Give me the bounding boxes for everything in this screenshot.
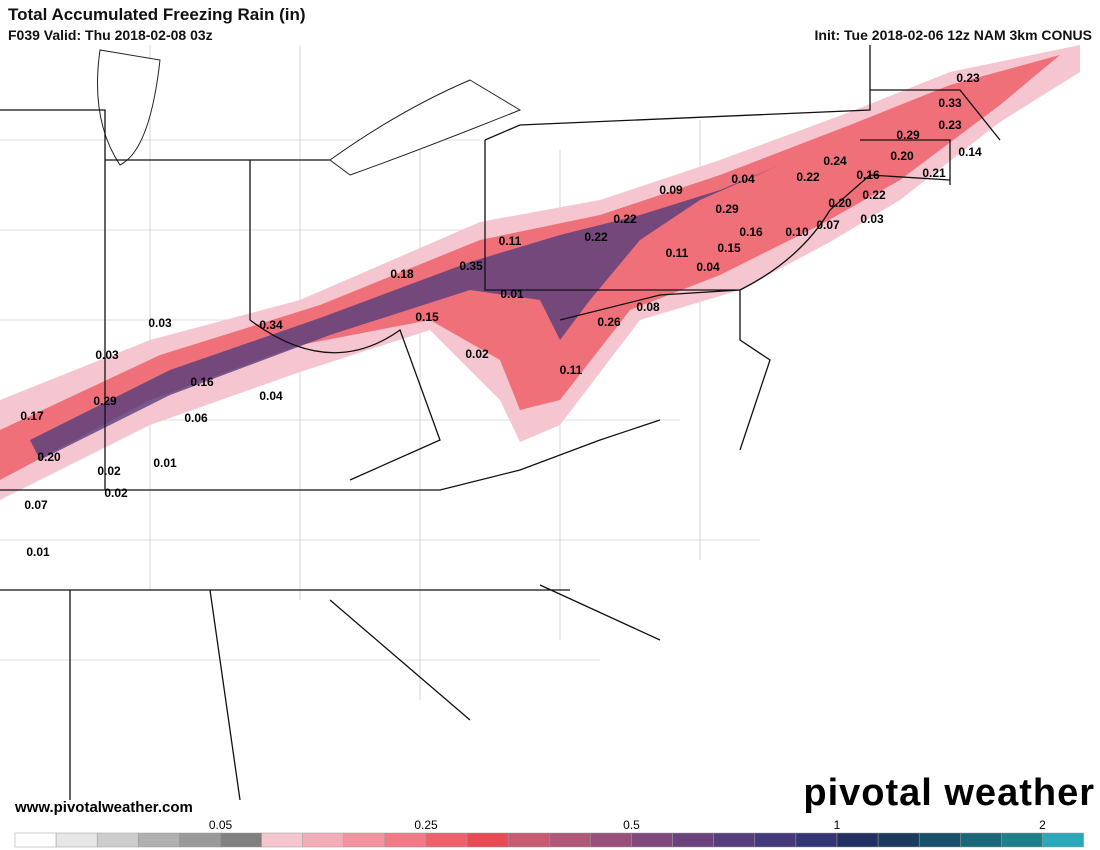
- amount-label: 0.29: [93, 394, 117, 408]
- colorbar-swatch: [466, 832, 509, 848]
- amount-label: 0.20: [890, 149, 914, 163]
- amount-label: 0.04: [731, 172, 755, 186]
- amount-label: 0.21: [922, 166, 946, 180]
- amount-label: 0.01: [500, 287, 524, 301]
- amount-label: 0.29: [715, 202, 739, 216]
- amount-label: 0.11: [666, 246, 689, 260]
- colorbar-swatch: [672, 832, 714, 848]
- amount-label: 0.14: [958, 145, 982, 159]
- amount-label: 0.20: [37, 450, 61, 464]
- amount-label: 0.35: [459, 259, 483, 273]
- amount-label: 0.22: [584, 230, 608, 244]
- title: Total Accumulated Freezing Rain (in): [8, 5, 306, 24]
- amount-label: 0.01: [153, 456, 177, 470]
- url: www.pivotalweather.com: [14, 799, 193, 816]
- colorbar-swatch: [795, 832, 838, 848]
- amount-label: 0.26: [597, 315, 621, 329]
- amount-label: 0.23: [938, 118, 962, 132]
- colorbar-swatch: [302, 832, 345, 848]
- labels: 0.23 0.33 0.23 0.29 0.14 0.20 0.24 0.16 0.21 0.22…: [20, 71, 982, 559]
- freezing-rain-heavy: [30, 165, 780, 460]
- colorbar-label: 1: [834, 818, 841, 832]
- colorbar-swatch: [754, 832, 797, 848]
- colorbar-swatch: [1001, 832, 1043, 848]
- amount-label: 0.11: [560, 363, 583, 377]
- amount-label: 0.03: [148, 316, 172, 330]
- watermark: pivotal weather: [803, 772, 1095, 814]
- map-area: [0, 45, 1080, 801]
- colorbar-swatch: [96, 832, 139, 848]
- amount-label: 0.02: [465, 347, 489, 361]
- colorbar-swatch: [960, 832, 1002, 848]
- colorbar-swatch: [918, 832, 961, 848]
- colorbar-swatch: [590, 832, 632, 848]
- amount-label: 0.07: [816, 218, 840, 232]
- amount-label: 0.24: [823, 154, 847, 168]
- amount-label: 0.03: [860, 212, 884, 226]
- amount-label: 0.15: [717, 241, 741, 255]
- amount-label: 0.18: [390, 267, 414, 281]
- amount-label: 0.11: [499, 234, 522, 248]
- amount-label: 0.16: [190, 375, 214, 389]
- colorbar-swatch: [836, 832, 879, 848]
- colorbar-swatch: [631, 832, 673, 848]
- colorbar-swatch: [549, 832, 591, 848]
- amount-label: 0.29: [896, 128, 920, 142]
- amount-label: 0.20: [828, 196, 852, 210]
- amount-label: 0.34: [259, 318, 283, 332]
- amount-label: 0.33: [938, 96, 962, 110]
- amount-label: 0.09: [659, 183, 683, 197]
- colorbar-swatch: [1042, 832, 1084, 848]
- amount-label: 0.02: [97, 464, 121, 478]
- amount-label: 0.08: [636, 300, 660, 314]
- lakes: [97, 49, 522, 176]
- amount-label: 0.06: [184, 411, 208, 425]
- amount-label: 0.04: [696, 260, 720, 274]
- amount-label: 0.04: [259, 389, 283, 403]
- amount-label: 0.22: [796, 170, 820, 184]
- colorbar-swatch: [425, 832, 468, 848]
- colorbar-swatch: [55, 832, 98, 848]
- amount-label: 0.23: [956, 71, 980, 85]
- colorbar-swatch: [138, 832, 180, 848]
- amount-label: 0.22: [862, 188, 886, 202]
- colorbar-swatch: [384, 832, 427, 848]
- amount-label: 0.16: [856, 168, 880, 182]
- colorbar-label: 0.05: [209, 818, 233, 832]
- amount-label: 0.16: [739, 225, 763, 239]
- colorbar-swatch: [14, 832, 57, 848]
- amount-label: 0.15: [415, 310, 439, 324]
- colorbar-swatch: [220, 832, 262, 848]
- colorbar-swatch: [343, 832, 386, 848]
- valid-time: F039 Valid: Thu 2018-02-08 03z: [8, 27, 213, 43]
- colorbar-swatch: [507, 832, 550, 848]
- colorbar: 0.05 0.25 0.5 1 2: [14, 818, 1084, 848]
- amount-label: 0.10: [785, 225, 809, 239]
- amount-label: 0.22: [613, 212, 637, 226]
- colorbar-swatch: [713, 832, 756, 848]
- colorbar-swatch: [261, 832, 303, 848]
- amount-label: 0.03: [95, 348, 119, 362]
- colorbar-label: 0.5: [623, 818, 640, 832]
- colorbar-swatch: [179, 832, 221, 848]
- amount-label: 0.07: [24, 498, 48, 512]
- colorbar-label: 2: [1039, 818, 1046, 832]
- init-time: Init: Tue 2018-02-06 12z NAM 3km CONUS: [815, 27, 1093, 43]
- colorbar-swatch: [877, 832, 920, 848]
- amount-label: 0.17: [20, 409, 44, 423]
- amount-label: 0.02: [104, 486, 128, 500]
- amount-label: 0.01: [26, 545, 50, 559]
- colorbar-label: 0.25: [414, 818, 438, 832]
